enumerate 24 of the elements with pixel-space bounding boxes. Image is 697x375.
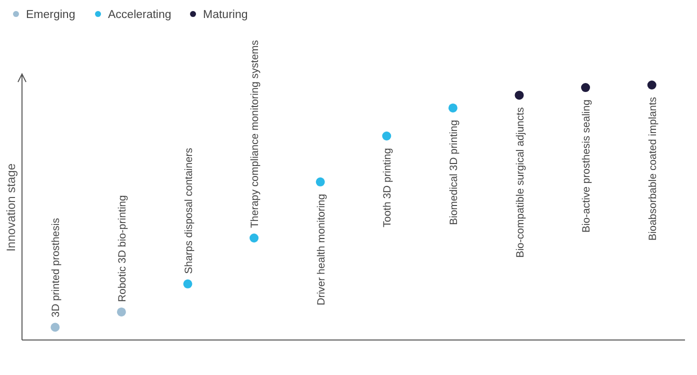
point bbox=[647, 80, 656, 90]
x-tick-label: Tooth 3D printing bbox=[382, 148, 394, 228]
x-tick-label: Robotic 3D bio-printing bbox=[116, 194, 128, 302]
point bbox=[250, 234, 259, 242]
x-tick-label: Therapy compliance monitoring systems bbox=[249, 40, 262, 228]
x-tick-label: Driver health monitoring bbox=[315, 194, 328, 306]
x-tick-label: Sharps disposal containers bbox=[182, 148, 195, 274]
x-tick-label: Bio-compatible surgical adjuncts bbox=[514, 107, 526, 258]
point bbox=[50, 322, 60, 332]
x-tick-label: Biomedical 3D printing bbox=[448, 120, 460, 226]
point bbox=[116, 307, 126, 316]
point bbox=[316, 177, 325, 186]
legend-label: Maturing bbox=[203, 9, 248, 21]
point bbox=[514, 90, 524, 100]
legend-label: Accelerating bbox=[108, 9, 172, 21]
point bbox=[382, 132, 392, 140]
point bbox=[448, 103, 458, 112]
legend-label: Emerging bbox=[26, 9, 76, 21]
y-axis-title: Innovation stage bbox=[4, 163, 18, 252]
x-tick-label: Bioabsorbable coated implants bbox=[646, 97, 659, 241]
point bbox=[581, 83, 590, 92]
x-tick-label: 3D printed prosthesis bbox=[50, 218, 62, 318]
point bbox=[183, 279, 192, 288]
x-tick-label: Bio-active prosthesis sealing bbox=[580, 99, 593, 233]
